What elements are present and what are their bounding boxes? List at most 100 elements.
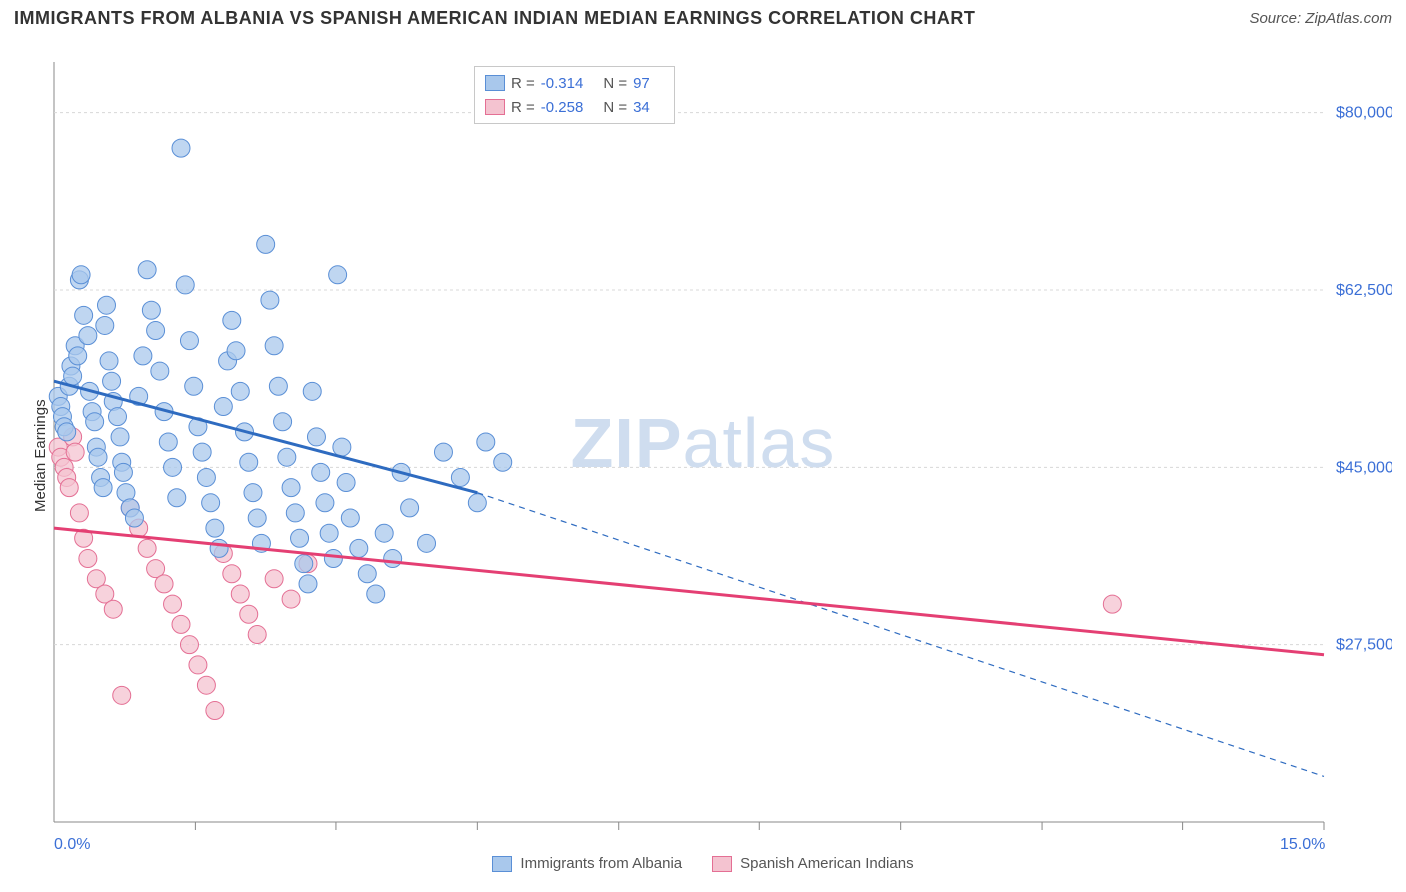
data-point: [350, 539, 368, 557]
data-point: [261, 291, 279, 309]
data-point: [494, 453, 512, 471]
data-point: [197, 676, 215, 694]
data-point: [341, 509, 359, 527]
n-label: N =: [603, 99, 627, 116]
series-legend: Immigrants from Albania Spanish American…: [14, 855, 1392, 872]
legend-swatch: [485, 99, 505, 115]
data-point: [180, 636, 198, 654]
stats-legend-row: R = -0.314 N = 97: [485, 71, 664, 95]
data-point: [278, 448, 296, 466]
data-point: [197, 468, 215, 486]
data-point: [291, 529, 309, 547]
data-point: [185, 377, 203, 395]
data-point: [375, 524, 393, 542]
data-point: [206, 519, 224, 537]
data-point: [103, 372, 121, 390]
data-point: [299, 575, 317, 593]
data-point: [401, 499, 419, 517]
data-point: [223, 311, 241, 329]
data-point: [147, 322, 165, 340]
y-tick-label: $62,500: [1336, 282, 1392, 299]
data-point: [265, 570, 283, 588]
data-point: [214, 398, 232, 416]
n-label: N =: [603, 75, 627, 92]
scatter-plot: $27,500$45,000$62,500$80,000: [14, 42, 1392, 870]
data-point: [257, 235, 275, 253]
data-point: [477, 433, 495, 451]
data-point: [97, 296, 115, 314]
r-value: -0.258: [541, 99, 584, 116]
stats-legend: R = -0.314 N = 97 R = -0.258 N = 34: [474, 66, 675, 124]
data-point: [282, 479, 300, 497]
data-point: [180, 332, 198, 350]
data-point: [66, 443, 84, 461]
data-point: [72, 266, 90, 284]
legend-item: Spanish American Indians: [712, 855, 913, 872]
legend-item: Immigrants from Albania: [492, 855, 682, 872]
data-point: [104, 600, 122, 618]
data-point: [89, 448, 107, 466]
data-point: [138, 539, 156, 557]
data-point: [172, 615, 190, 633]
data-point: [125, 509, 143, 527]
data-point: [113, 686, 131, 704]
data-point: [69, 347, 87, 365]
data-point: [138, 261, 156, 279]
data-point: [202, 494, 220, 512]
data-point: [64, 367, 82, 385]
data-point: [206, 702, 224, 720]
data-point: [75, 306, 93, 324]
y-tick-label: $80,000: [1336, 105, 1392, 122]
data-point: [164, 595, 182, 613]
data-point: [367, 585, 385, 603]
data-point: [114, 463, 132, 481]
data-point: [240, 453, 258, 471]
data-point: [384, 550, 402, 568]
chart-title: IMMIGRANTS FROM ALBANIA VS SPANISH AMERI…: [14, 8, 975, 29]
legend-label: Spanish American Indians: [740, 855, 913, 872]
data-point: [111, 428, 129, 446]
data-point: [295, 555, 313, 573]
data-point: [100, 352, 118, 370]
data-point: [240, 605, 258, 623]
data-point: [79, 327, 97, 345]
r-value: -0.314: [541, 75, 584, 92]
data-point: [434, 443, 452, 461]
data-point: [248, 509, 266, 527]
data-point: [151, 362, 169, 380]
data-point: [265, 337, 283, 355]
data-point: [316, 494, 334, 512]
y-tick-label: $45,000: [1336, 459, 1392, 476]
n-value: 34: [633, 99, 650, 116]
data-point: [303, 382, 321, 400]
data-point: [176, 276, 194, 294]
data-point: [418, 534, 436, 552]
data-point: [227, 342, 245, 360]
data-point: [324, 550, 342, 568]
data-point: [189, 656, 207, 674]
data-point: [210, 539, 228, 557]
data-point: [248, 626, 266, 644]
data-point: [193, 443, 211, 461]
data-point: [155, 575, 173, 593]
data-point: [94, 479, 112, 497]
x-axis-min-label: 0.0%: [54, 836, 90, 854]
data-point: [274, 413, 292, 431]
data-point: [451, 468, 469, 486]
data-point: [329, 266, 347, 284]
data-point: [79, 550, 97, 568]
n-value: 97: [633, 75, 650, 92]
trend-line-extrapolated: [477, 493, 1324, 777]
data-point: [96, 316, 114, 334]
y-axis-label: Median Earnings: [32, 399, 49, 512]
data-point: [468, 494, 486, 512]
x-axis-max-label: 15.0%: [1280, 836, 1325, 854]
chart-header: IMMIGRANTS FROM ALBANIA VS SPANISH AMERI…: [0, 0, 1406, 35]
stats-legend-row: R = -0.258 N = 34: [485, 95, 664, 119]
data-point: [231, 585, 249, 603]
data-point: [168, 489, 186, 507]
chart-source: Source: ZipAtlas.com: [1249, 10, 1392, 27]
data-point: [109, 408, 127, 426]
data-point: [286, 504, 304, 522]
data-point: [269, 377, 287, 395]
